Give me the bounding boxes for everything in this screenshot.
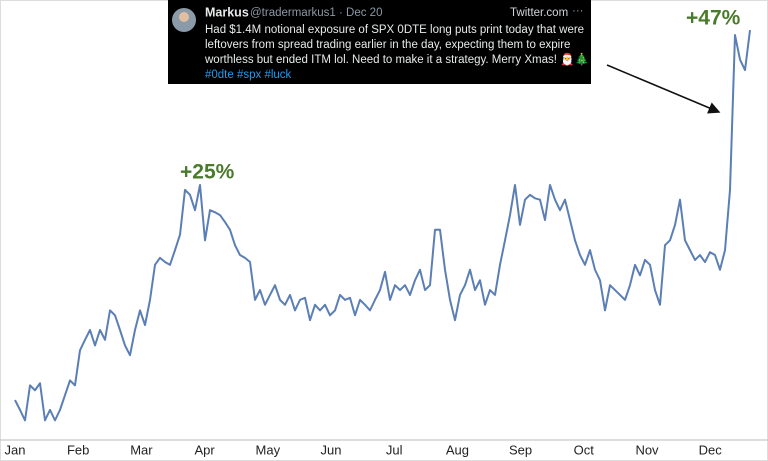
tweet-author: Markus <box>205 5 249 19</box>
avatar-face <box>179 12 189 22</box>
tweet: Markus @tradermarkus1 · Dec 20 Twitter.c… <box>168 0 591 84</box>
x-tick-label: Oct <box>574 442 595 457</box>
tweet-menu: ··· <box>572 5 584 17</box>
x-tick-label: May <box>256 442 281 457</box>
x-tick-label: Sep <box>509 442 532 457</box>
x-tick-label: Apr <box>194 442 215 457</box>
tweet-line: worthless but ended ITM lol. Need to mak… <box>204 52 589 66</box>
x-tick-label: Dec <box>699 442 723 457</box>
x-tick-label: Mar <box>130 442 153 457</box>
line <box>14 30 751 422</box>
tweet-line: leftovers from spread trading earlier in… <box>205 39 570 51</box>
x-tick-label: Feb <box>67 442 89 457</box>
tweet-box <box>168 0 591 84</box>
x-tick-label: Aug <box>446 442 469 457</box>
x-tick-label: Jun <box>321 442 342 457</box>
x-tick-label: Jul <box>386 442 403 457</box>
tweet-line: Had $1.4M notional exposure of SPX 0DTE … <box>205 24 584 36</box>
tweet-source: Twitter.com <box>510 7 568 19</box>
annotation: +25% <box>180 161 235 184</box>
arrow <box>606 64 721 114</box>
tweet-hashtags: #0dte #spx #luck <box>205 69 292 81</box>
x-tick-label: Nov <box>635 442 659 457</box>
x-tick-label: Jan <box>5 442 26 457</box>
annotation: +47% <box>686 6 741 29</box>
tweet-handle: @tradermarkus1 · Dec 20 <box>250 7 382 19</box>
